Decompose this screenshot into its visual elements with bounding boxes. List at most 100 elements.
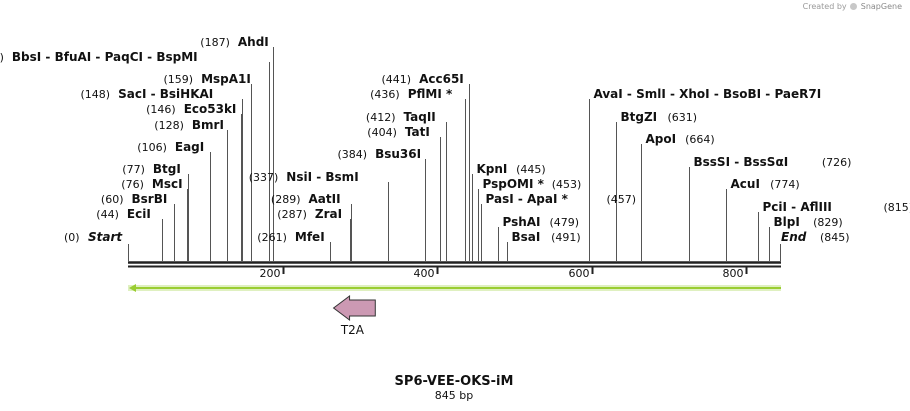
- credit-prefix: Created by: [802, 2, 847, 11]
- site-name: BbsI - BfuAI - PaqCI - BspMI: [12, 50, 198, 64]
- site-label-kpni: KpnI (445): [477, 162, 546, 176]
- site-name: ZraI: [315, 207, 342, 221]
- site-position: (774): [770, 178, 800, 191]
- feature-arrows: T2A: [332, 295, 376, 337]
- site-label-bbsi: BbsI - BfuAI - PaqCI - BspMI (183): [0, 50, 198, 64]
- site-name: BmrI: [192, 118, 224, 132]
- site-label-pcii: PciI - AflIII (815): [763, 200, 910, 214]
- site-name: BtgZI: [621, 110, 658, 124]
- ruler-ticks: 200 400 600 800: [260, 267, 748, 280]
- site-name: AcuI: [731, 177, 760, 191]
- site-label-bsai: BsaI (491): [512, 230, 581, 244]
- site-position: (404): [367, 126, 397, 139]
- site-position: (436): [370, 88, 400, 101]
- site-name: PspOMI *: [483, 177, 545, 191]
- site-position: (441): [382, 73, 412, 86]
- site-label-msci: MscI (76): [121, 177, 182, 191]
- site-name: BsrBI: [132, 192, 168, 206]
- orf-arrowhead: [129, 284, 136, 292]
- map-length: 845 bp: [435, 389, 473, 402]
- site-name: PasI - ApaI *: [486, 192, 569, 206]
- site-label-ecii: EciI (44): [96, 207, 150, 221]
- site-label-btgzi: BtgZI (631): [621, 110, 698, 124]
- site-label-pasi: PasI - ApaI * (457): [486, 192, 637, 206]
- site-name: BssSI - BssSαI: [694, 155, 789, 169]
- site-position: (337): [249, 171, 279, 184]
- site-position: (148): [81, 88, 111, 101]
- site-position: (289): [271, 193, 301, 206]
- site-label-avai: AvaI - SmlI - XhoI - BsoBI - PaeR7I(597): [594, 87, 822, 101]
- site-label-btgi: BtgI (77): [122, 162, 181, 176]
- site-label-tati: TatI (404): [367, 125, 430, 139]
- site-position: (60): [101, 193, 124, 206]
- site-position: (726): [822, 156, 852, 169]
- feature-arrow[interactable]: [332, 295, 376, 321]
- site-position: (106): [137, 141, 167, 154]
- site-position: (146): [146, 103, 176, 116]
- site-name: BtgI: [153, 162, 181, 176]
- site-name: PshAI: [503, 215, 541, 229]
- site-position: (829): [813, 216, 843, 229]
- site-label-bsu36i: Bsu36I (384): [338, 147, 422, 161]
- site-name: SacI - BsiHKAI: [118, 87, 213, 101]
- start-label: Start: [88, 230, 123, 244]
- restriction-site-lines: [128, 47, 781, 261]
- site-position: (261): [257, 231, 287, 244]
- site-position: (479): [550, 216, 580, 229]
- site-label-mfei: MfeI (261): [257, 230, 324, 244]
- site-label-pspomi: PspOMI * (453): [483, 177, 582, 191]
- site-label-zrai: ZraI (287): [277, 207, 342, 221]
- site-label-pshai: PshAI (479): [503, 215, 580, 229]
- site-label-taqii: TaqII (412): [366, 110, 436, 124]
- site-name: PciI - AflIII: [763, 200, 832, 214]
- site-position: (187): [200, 36, 230, 49]
- site-label-saci: SacI - BsiHKAI (148): [81, 87, 214, 101]
- site-position: (445): [516, 163, 546, 176]
- site-name: EciI: [127, 207, 151, 221]
- site-label-aatii: AatII (289): [271, 192, 341, 206]
- site-name: PflMI *: [408, 87, 453, 101]
- site-label-eagi: EagI (106): [137, 140, 204, 154]
- site-position: (183): [0, 51, 4, 64]
- end-label: End: [781, 230, 807, 244]
- site-label-bsssi: BssSI - BssSαI (726): [694, 155, 852, 169]
- site-name: KpnI: [477, 162, 508, 176]
- credit-brand: SnapGene: [860, 2, 902, 11]
- end-position-label: (845): [820, 231, 850, 244]
- site-label-acui: AcuI (774): [731, 177, 800, 191]
- site-position: (76): [121, 178, 144, 191]
- site-name: Acc65I: [419, 72, 464, 86]
- site-position: (491): [551, 231, 581, 244]
- sequence-backbone: [128, 261, 781, 268]
- site-name: AhdI: [238, 35, 269, 49]
- feature-label: T2A: [340, 323, 365, 337]
- site-label-acc65i: Acc65I (441): [382, 72, 464, 86]
- site-name: TatI: [405, 125, 430, 139]
- site-name: AatII: [309, 192, 341, 206]
- site-position: (159): [164, 73, 194, 86]
- site-position: (631): [668, 111, 698, 124]
- site-name: Bsu36I: [375, 147, 421, 161]
- site-name: MspA1I: [201, 72, 251, 86]
- site-label-pflmi: PflMI * (436): [370, 87, 453, 101]
- start-position-label: (0): [64, 231, 80, 244]
- site-position: (77): [122, 163, 145, 176]
- site-label-mspa1i: MspA1I (159): [164, 72, 251, 86]
- site-position: (457): [607, 193, 637, 206]
- site-name: TaqII: [404, 110, 436, 124]
- site-label-bmri: BmrI (128): [154, 118, 224, 132]
- site-name: BlpI: [774, 215, 800, 229]
- site-name: Eco53kI: [184, 102, 237, 116]
- orf-arrows: [128, 284, 781, 292]
- site-position: (664): [685, 133, 715, 146]
- site-label-eco53ki: Eco53kI (146): [146, 102, 236, 116]
- ruler-tick-label: 400: [414, 267, 435, 280]
- site-name: ApoI: [646, 132, 677, 146]
- site-position: (412): [366, 111, 396, 124]
- site-label-nsii: NsiI - BsmI (337): [249, 170, 359, 184]
- site-name: AvaI - SmlI - XhoI - BsoBI - PaeR7I: [594, 87, 822, 101]
- site-name: EagI: [175, 140, 204, 154]
- site-label-bsrbi: BsrBI (60): [101, 192, 167, 206]
- site-position: (453): [552, 178, 582, 191]
